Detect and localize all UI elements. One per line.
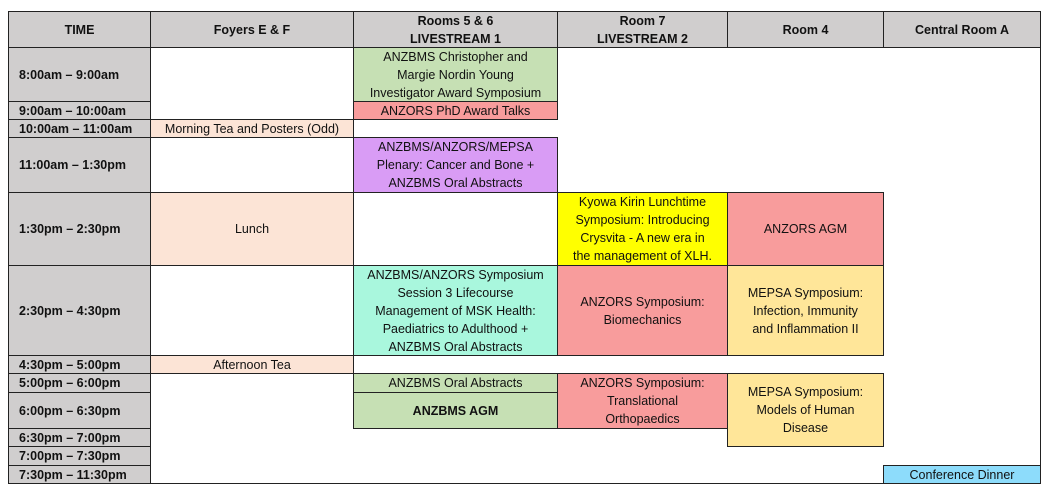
header-time: TIME bbox=[8, 11, 151, 48]
event-mepsa-models-symposium: MEPSA Symposium: Models of Human Disease bbox=[727, 373, 884, 447]
event-plenary: ANZBMS/ANZORS/MEPSA Plenary: Cancer and … bbox=[353, 137, 558, 193]
time-slot: 6:30pm – 7:00pm bbox=[8, 428, 151, 447]
header-room-4: Room 4 bbox=[727, 11, 884, 48]
time-slot: 10:00am – 11:00am bbox=[8, 119, 151, 138]
empty-cell bbox=[150, 137, 354, 193]
header-foyers: Foyers E & F bbox=[150, 11, 354, 48]
event-lunch: Lunch bbox=[150, 192, 354, 266]
event-translational-orthopaedics: ANZORS Symposium: Translational Orthopae… bbox=[557, 373, 728, 429]
empty-cell bbox=[353, 192, 558, 266]
event-anzors-agm: ANZORS AGM bbox=[727, 192, 884, 266]
event-young-investigator-symposium: ANZBMS Christopher and Margie Nordin You… bbox=[353, 47, 558, 102]
time-slot: 5:00pm – 6:00pm bbox=[8, 373, 151, 393]
time-slot: 2:30pm – 4:30pm bbox=[8, 265, 151, 356]
time-slot: 7:00pm – 7:30pm bbox=[8, 446, 151, 466]
event-phd-award-talks: ANZORS PhD Award Talks bbox=[353, 101, 558, 120]
empty-cell bbox=[150, 47, 354, 120]
event-mepsa-infection-symposium: MEPSA Symposium: Infection, Immunity and… bbox=[727, 265, 884, 356]
event-afternoon-tea: Afternoon Tea bbox=[150, 355, 354, 374]
event-anzbms-agm: ANZBMS AGM bbox=[353, 392, 558, 429]
event-conference-dinner: Conference Dinner bbox=[883, 465, 1041, 484]
time-slot: 11:00am – 1:30pm bbox=[8, 137, 151, 193]
event-kyowa-kirin-symposium: Kyowa Kirin Lunchtime Symposium: Introdu… bbox=[557, 192, 728, 266]
time-slot: 4:30pm – 5:00pm bbox=[8, 355, 151, 374]
event-oral-abstracts: ANZBMS Oral Abstracts bbox=[353, 373, 558, 393]
header-rooms-5-6: Rooms 5 & 6 LIVESTREAM 1 bbox=[353, 11, 558, 48]
time-slot: 6:00pm – 6:30pm bbox=[8, 392, 151, 429]
event-biomechanics-symposium: ANZORS Symposium: Biomechanics bbox=[557, 265, 728, 356]
event-morning-tea: Morning Tea and Posters (Odd) bbox=[150, 119, 354, 138]
event-symposium-session-3: ANZBMS/ANZORS Symposium Session 3 Lifeco… bbox=[353, 265, 558, 356]
time-slot: 1:30pm – 2:30pm bbox=[8, 192, 151, 266]
time-slot: 8:00am – 9:00am bbox=[8, 47, 151, 102]
time-slot: 9:00am – 10:00am bbox=[8, 101, 151, 120]
header-room-7: Room 7 LIVESTREAM 2 bbox=[557, 11, 728, 48]
header-central-room-a: Central Room A bbox=[883, 11, 1041, 48]
empty-cell bbox=[150, 265, 354, 356]
time-slot: 7:30pm – 11:30pm bbox=[8, 465, 151, 484]
